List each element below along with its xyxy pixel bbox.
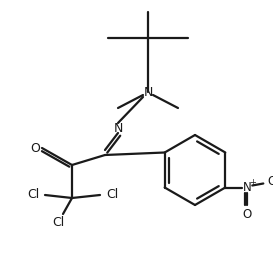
Text: Cl: Cl [52, 215, 64, 228]
Text: Cl: Cl [27, 188, 39, 201]
Text: O: O [243, 208, 252, 221]
Text: O: O [268, 175, 273, 188]
Text: O: O [30, 141, 40, 154]
Text: +: + [249, 178, 256, 187]
Text: N: N [143, 86, 153, 99]
Text: N: N [113, 122, 123, 134]
Text: N: N [243, 181, 252, 194]
Text: Cl: Cl [106, 188, 118, 201]
